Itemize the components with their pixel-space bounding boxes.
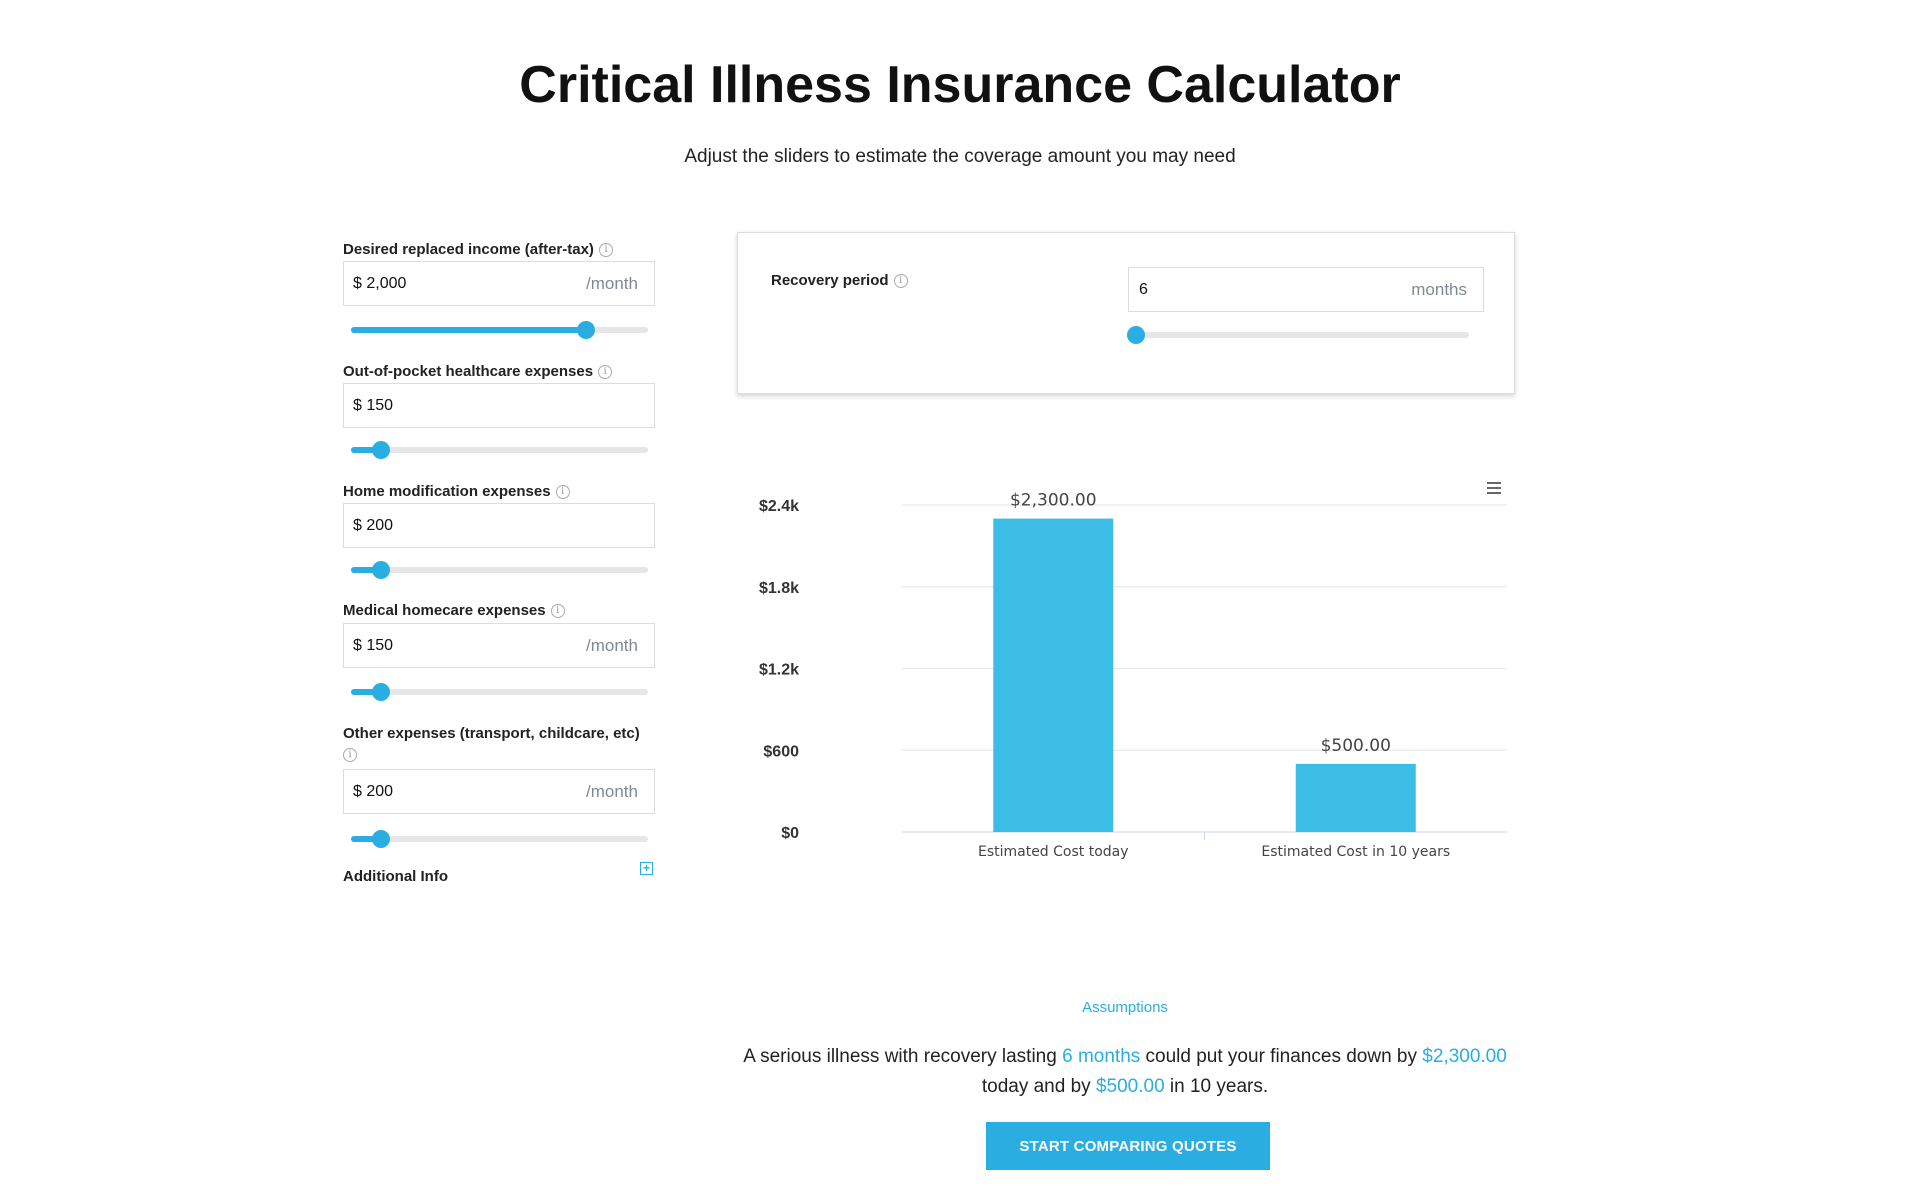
summary-part: could put your finances down by: [1140, 1046, 1423, 1067]
summary-part: A serious illness with recovery lasting: [743, 1046, 1063, 1067]
x-category-label: Estimated Cost in 10 years: [1261, 844, 1450, 860]
slider-fill: [351, 689, 381, 695]
page-subtitle: Adjust the sliders to estimate the cover…: [684, 146, 1236, 167]
field-label: Other expenses (transport, childcare, et…: [343, 725, 640, 742]
y-tick-label: $600: [763, 743, 799, 760]
bar: [1295, 763, 1416, 832]
input-value: $ 200: [353, 516, 394, 534]
page-title: Critical Illness Insurance Calculator: [519, 56, 1401, 114]
healthcare-expenses-slider[interactable]: [351, 441, 648, 459]
input-value: $ 200: [353, 782, 394, 800]
info-icon[interactable]: i: [598, 243, 613, 257]
field-label: Home modification expenses: [343, 483, 551, 500]
field-medical-homecare: Medical homecare expenses i: [343, 601, 655, 621]
healthcare-expenses-input[interactable]: $ 150: [343, 383, 655, 428]
recovery-period-card: Recovery period i 6 months: [737, 232, 1515, 394]
additional-info-toggle[interactable]: Additional Info +: [343, 862, 655, 885]
field-healthcare-expenses: Out-of-pocket healthcare expenses i: [343, 362, 655, 382]
field-other-expenses: Other expenses (transport, childcare, et…: [343, 724, 655, 762]
additional-info-label: Additional Info: [343, 868, 448, 885]
home-modification-input[interactable]: $ 200: [343, 503, 655, 548]
summary-part: in 10 years.: [1164, 1076, 1269, 1097]
other-expenses-slider[interactable]: [351, 830, 648, 848]
x-category-label: Estimated Cost today: [978, 844, 1129, 860]
home-modification-slider[interactable]: [351, 561, 648, 579]
input-unit: /month: [586, 273, 638, 293]
expand-plus-icon[interactable]: +: [640, 862, 653, 875]
recovery-label: Recovery period: [771, 272, 889, 289]
summary-today-amount: $2,300.00: [1422, 1046, 1507, 1067]
info-icon[interactable]: i: [598, 365, 613, 379]
slider-fill: [351, 327, 586, 333]
info-icon[interactable]: i: [893, 274, 908, 288]
bar: [993, 518, 1114, 832]
slider-fill: [351, 567, 381, 573]
y-tick-label: $1.8k: [759, 580, 799, 597]
y-tick-label: $1.2k: [759, 662, 799, 679]
replaced-income-input[interactable]: $ 2,000 /month: [343, 261, 655, 306]
assumptions-link[interactable]: Assumptions: [1082, 999, 1168, 1016]
input-value: $ 150: [353, 636, 394, 654]
field-replaced-income: Desired replaced income (after-tax) i: [343, 240, 655, 260]
y-tick-label: $0: [781, 825, 799, 842]
summary-text: A serious illness with recovery lasting …: [740, 1042, 1510, 1102]
medical-homecare-input[interactable]: $ 150 /month: [343, 623, 655, 668]
field-label: Medical homecare expenses: [343, 602, 546, 619]
chart-canvas: $0 $600 $1.2k $1.8k $2.4k $2,300.00 Estimated …: [759, 491, 1507, 860]
info-icon[interactable]: i: [550, 604, 565, 618]
hamburger-menu-icon[interactable]: [1487, 482, 1501, 494]
summary-months: 6 months: [1062, 1046, 1141, 1067]
slider-fill: [351, 447, 381, 453]
replaced-income-slider[interactable]: [351, 321, 648, 339]
input-value: 6: [1139, 280, 1148, 298]
field-home-modification: Home modification expenses i: [343, 482, 655, 502]
y-tick-label: $2.4k: [759, 498, 799, 515]
input-value: $ 150: [353, 396, 394, 414]
medical-homecare-slider[interactable]: [351, 683, 648, 701]
slider-thumb[interactable]: [371, 561, 390, 579]
slider-thumb[interactable]: [371, 441, 390, 459]
slider-thumb[interactable]: [576, 321, 595, 339]
info-icon[interactable]: i: [555, 485, 570, 499]
other-expenses-input[interactable]: $ 200 /month: [343, 769, 655, 814]
input-unit: /month: [586, 781, 638, 801]
summary-future-amount: $500.00: [1095, 1076, 1165, 1097]
slider-thumb[interactable]: [371, 683, 390, 701]
summary-part: today and by: [981, 1076, 1096, 1097]
recovery-period-slider[interactable]: [1127, 326, 1469, 344]
recovery-period-input[interactable]: 6 months: [1128, 267, 1484, 312]
slider-thumb[interactable]: [371, 830, 390, 848]
cost-bar-chart: $0 $600 $1.2k $1.8k $2.4k $2,300.00 Estimated …: [737, 460, 1517, 880]
data-label: $500.00: [1321, 736, 1391, 756]
data-label: $2,300.00: [1010, 491, 1097, 511]
start-comparing-quotes-button[interactable]: START COMPARING QUOTES: [986, 1122, 1270, 1170]
input-unit: /month: [586, 635, 638, 655]
field-label: Out-of-pocket healthcare expenses: [343, 363, 594, 380]
info-icon[interactable]: i: [343, 748, 357, 762]
slider-thumb[interactable]: [1127, 326, 1145, 344]
input-value: $ 2,000: [353, 274, 407, 292]
field-label: Desired replaced income (after-tax): [343, 241, 594, 258]
slider-fill: [351, 836, 381, 842]
input-unit: months: [1411, 279, 1467, 299]
